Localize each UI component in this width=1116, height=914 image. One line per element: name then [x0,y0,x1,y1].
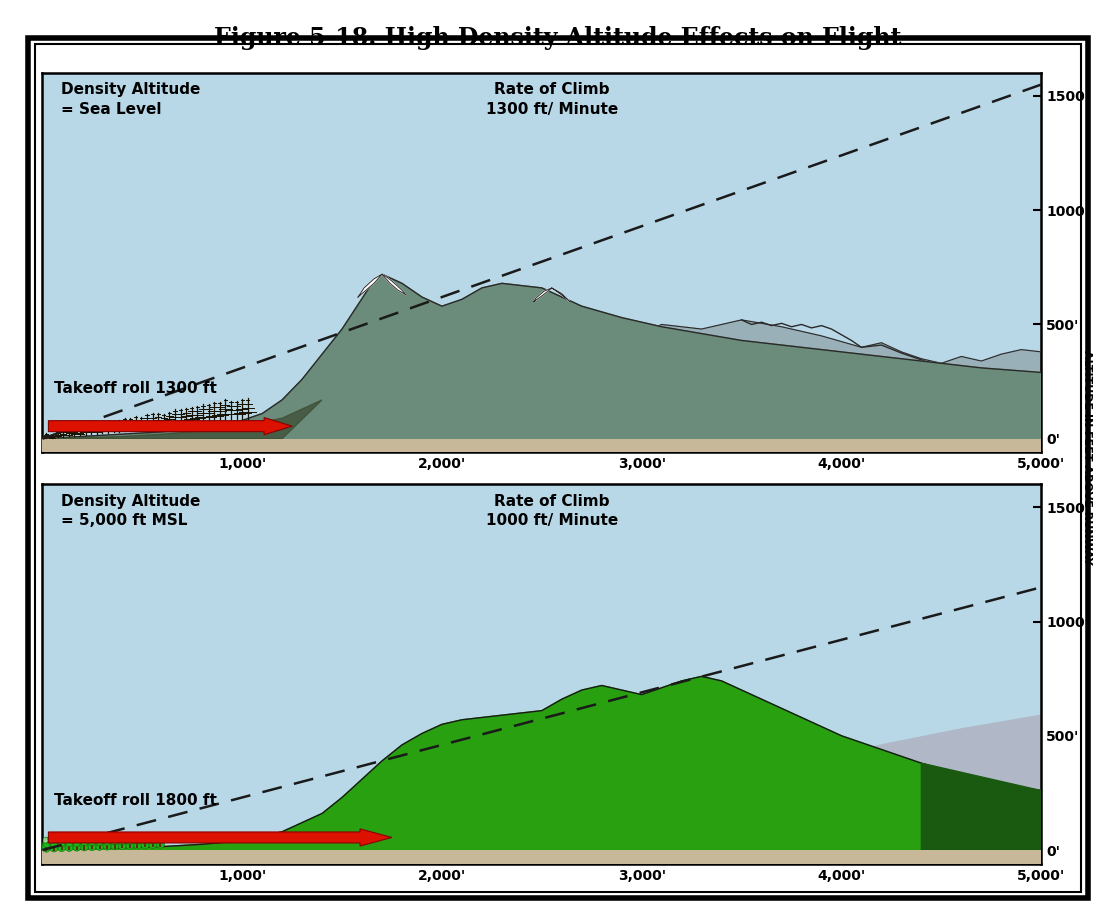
Circle shape [42,842,51,852]
Circle shape [156,835,164,844]
Circle shape [133,839,142,849]
Circle shape [105,836,108,840]
Polygon shape [358,274,406,297]
Polygon shape [922,763,1041,850]
Circle shape [134,836,141,845]
Circle shape [81,835,87,842]
Circle shape [49,842,58,852]
Circle shape [148,838,157,848]
FancyArrow shape [48,418,292,435]
Circle shape [97,836,100,840]
Polygon shape [382,320,1041,439]
Circle shape [112,836,115,840]
Circle shape [74,837,77,841]
Text: Rate of Climb
1000 ft/ Minute: Rate of Climb 1000 ft/ Minute [485,494,618,528]
Circle shape [51,838,55,842]
Circle shape [118,837,126,845]
Circle shape [127,834,133,841]
Polygon shape [42,676,1041,850]
Circle shape [112,837,118,845]
Circle shape [58,839,65,847]
Circle shape [80,838,88,846]
Circle shape [119,835,123,839]
Bar [42,850,1041,864]
Text: Density Altitude
= Sea Level: Density Altitude = Sea Level [61,82,201,117]
Circle shape [50,839,58,847]
Circle shape [80,841,89,851]
Circle shape [118,839,127,850]
Circle shape [59,836,65,843]
Circle shape [126,836,134,845]
Circle shape [74,836,79,843]
Circle shape [66,838,73,846]
Circle shape [57,842,66,852]
Circle shape [87,841,96,851]
Text: Rate of Climb
1300 ft/ Minute: Rate of Climb 1300 ft/ Minute [485,82,618,117]
Text: Takeoff roll 1300 ft: Takeoff roll 1300 ft [55,381,218,397]
Circle shape [125,839,134,849]
Circle shape [95,840,104,850]
Circle shape [44,837,49,844]
Circle shape [88,838,96,846]
Circle shape [97,835,103,842]
Circle shape [143,834,148,840]
Circle shape [135,835,138,839]
Polygon shape [533,288,570,302]
Circle shape [135,834,141,840]
Circle shape [112,834,117,841]
Polygon shape [42,400,323,439]
Circle shape [103,840,112,850]
Circle shape [42,839,50,847]
Bar [42,439,1041,452]
Circle shape [119,834,125,841]
Circle shape [81,837,85,841]
Circle shape [59,838,62,842]
Circle shape [73,841,81,851]
Circle shape [51,837,57,844]
Text: Density Altitude
= 5,000 ft MSL: Density Altitude = 5,000 ft MSL [61,494,201,528]
Circle shape [150,834,155,840]
Circle shape [142,836,148,845]
Circle shape [74,838,80,846]
Circle shape [157,834,163,840]
Text: Takeoff roll 1800 ft: Takeoff roll 1800 ft [55,792,218,808]
Circle shape [96,837,103,845]
Polygon shape [402,715,1041,850]
Circle shape [127,835,131,839]
Circle shape [104,835,110,842]
Circle shape [141,839,150,849]
Circle shape [44,838,47,842]
Circle shape [150,835,156,844]
Circle shape [89,837,93,841]
Circle shape [150,834,153,838]
Text: ALTITUDE IN FEET ABOVE RUNWAY: ALTITUDE IN FEET ABOVE RUNWAY [1083,350,1091,564]
Circle shape [89,835,95,842]
Circle shape [157,834,161,838]
Circle shape [66,836,71,843]
Circle shape [110,840,119,850]
Circle shape [104,837,110,845]
Text: Figure 5-18. High Density Altitude Effects on Flight: Figure 5-18. High Density Altitude Effec… [214,26,902,49]
Circle shape [143,835,146,839]
Circle shape [156,838,165,848]
Circle shape [67,837,70,841]
FancyArrow shape [48,829,392,846]
Polygon shape [42,274,1041,439]
Circle shape [65,841,74,851]
